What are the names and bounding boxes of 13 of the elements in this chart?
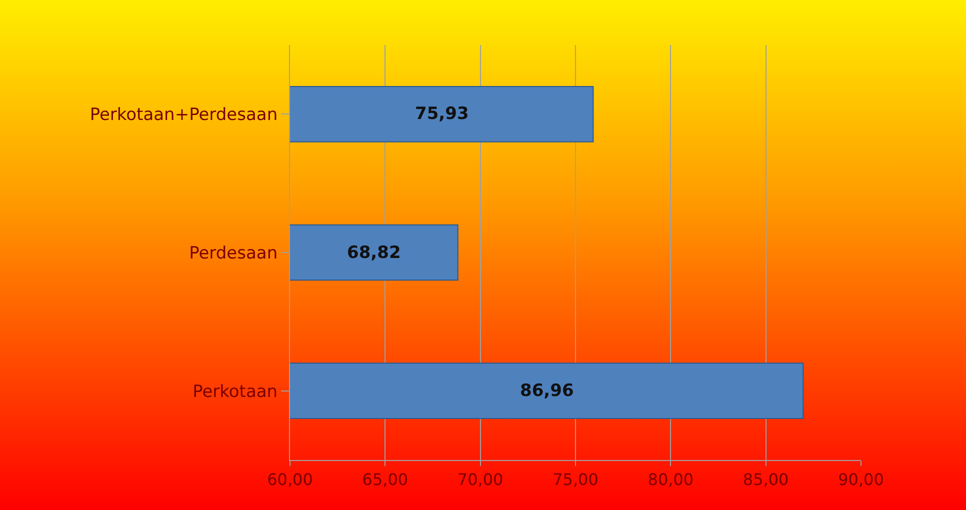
x-tick-label: 65,00 <box>362 470 408 490</box>
x-tick-label: 60,00 <box>267 470 313 490</box>
x-tick-label: 85,00 <box>742 470 789 490</box>
data-label: 75,93 <box>415 104 469 124</box>
data-label: 68,82 <box>347 243 401 263</box>
x-tick-label: 75,00 <box>552 470 598 490</box>
x-tick-label: 90,00 <box>838 470 884 490</box>
y-tick-label: Perdesaan <box>189 243 278 264</box>
data-label: 86,96 <box>520 381 574 401</box>
x-tick-label: 70,00 <box>457 470 504 490</box>
y-tick-label: Perkotaan+Perdesaan <box>90 105 278 126</box>
y-tick-label: Perkotaan <box>192 382 278 402</box>
x-tick-label: 80,00 <box>648 470 694 490</box>
